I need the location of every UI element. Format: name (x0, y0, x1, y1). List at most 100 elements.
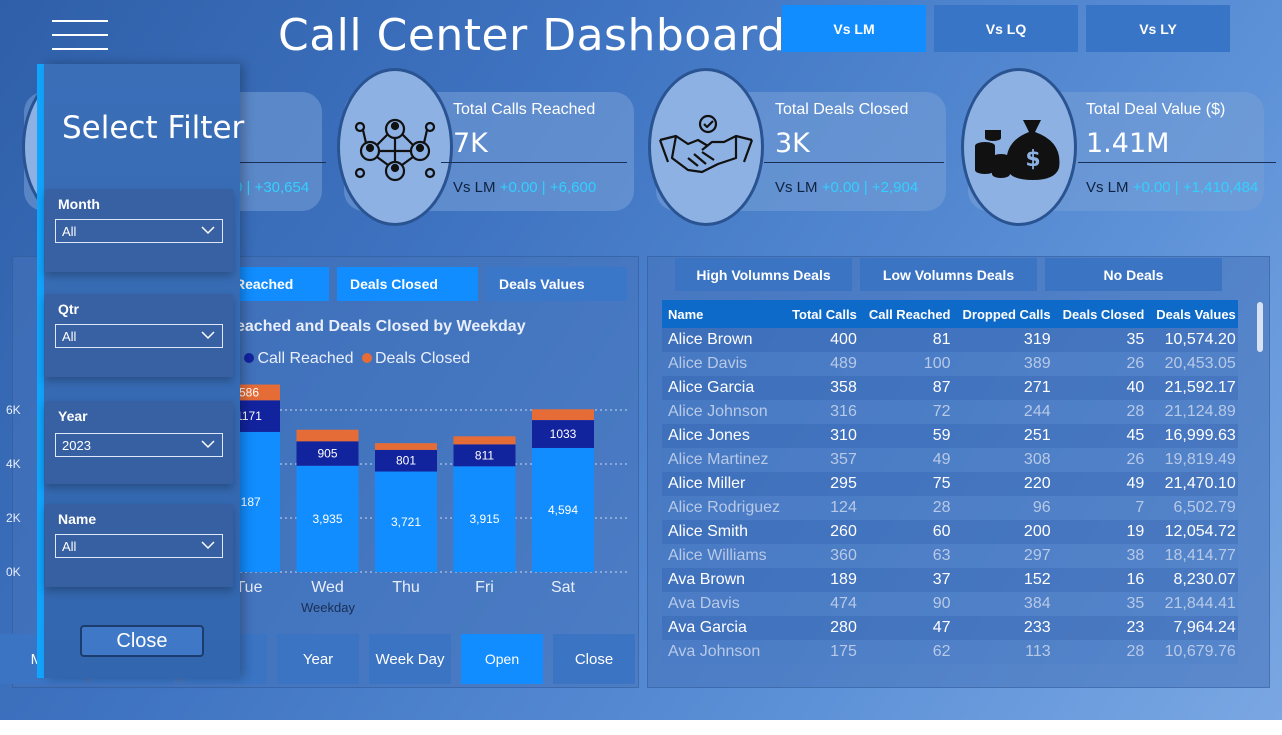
bottom-close-button[interactable]: Close (553, 634, 635, 684)
filter-year-label: Year (58, 408, 88, 424)
table-row[interactable]: Alice Miller 295 75 220 49 21,470.10 (662, 472, 1238, 496)
table-cell: Alice Williams (668, 547, 767, 564)
bottom-year-button[interactable]: Year (277, 634, 359, 684)
bottom-weekday-button[interactable]: Week Day (369, 634, 451, 684)
legend-item-closed: Deals Closed (374, 350, 471, 367)
table-cell: 10,679.76 (1164, 643, 1236, 660)
kpi-compare-calls-reached: Vs LM +0.00 | +6,600 (453, 179, 597, 196)
table-cell: 124 (830, 499, 857, 516)
chart-tab-reached[interactable]: Reached (228, 267, 329, 301)
data-label: 801 (396, 454, 416, 468)
x-tick-label: Thu (392, 579, 420, 596)
chart-tab-deals-values[interactable]: Deals Values (486, 267, 627, 301)
col-header-call-reached[interactable]: Call Reached (862, 300, 957, 328)
bar-total-calls (532, 447, 594, 572)
kpi-value-deals-closed: 3K (775, 128, 810, 159)
table-row[interactable]: Ava Davis 474 90 384 35 21,844.41 (662, 592, 1238, 616)
table-row[interactable]: Ava Garcia 280 47 233 23 7,964.24 (662, 616, 1238, 640)
chart-tab-deals-closed[interactable]: Deals Closed (337, 267, 478, 301)
table-cell: 28 (932, 499, 951, 516)
table-cell: Ava Davis (668, 595, 740, 612)
table-cell: Alice Jones (668, 427, 750, 444)
compare-vs-lm-button[interactable]: Vs LM (782, 5, 926, 52)
table-cell: 319 (1023, 331, 1051, 348)
kpi-divider (1078, 162, 1276, 163)
col-header-deals-values[interactable]: Deals Values (1150, 300, 1238, 328)
chevron-down-icon (201, 226, 215, 235)
table-row[interactable]: Alice Smith 260 60 200 19 12,054.72 (662, 520, 1238, 544)
agent-table: Name Total Calls Call Reached Dropped Ca… (662, 300, 1238, 670)
col-header-deals-closed[interactable]: Deals Closed (1056, 300, 1151, 328)
bar-deals-closed (296, 429, 359, 442)
table-cell: 7 (1135, 499, 1145, 516)
tab-low-volume-deals[interactable]: Low Volumns Deals (860, 258, 1037, 291)
table-cell: 35 (1126, 331, 1145, 348)
table-cell: 26 (1126, 355, 1145, 372)
table-row[interactable]: Alice Garcia 358 87 271 40 21,592.17 (662, 376, 1238, 400)
table-cell: 310 (830, 427, 857, 444)
col-header-total-calls[interactable]: Total Calls (786, 300, 863, 328)
filter-qtr-select[interactable]: All (55, 324, 223, 348)
table-cell: Alice Rodriguez (668, 499, 781, 516)
table-cell: 96 (1032, 499, 1051, 516)
hamburger-menu-icon[interactable] (52, 18, 110, 52)
table-cell: Ava Garcia (668, 619, 747, 636)
table-row[interactable]: Ava Johnson 175 62 113 28 10,679.76 (662, 640, 1238, 664)
table-row[interactable]: Alice Davis 489 100 389 26 20,453.05 (662, 352, 1238, 376)
compare-vs-lq-button[interactable]: Vs LQ (934, 5, 1078, 52)
filter-year: Year 2023 (45, 401, 233, 484)
table-row[interactable]: Alice Rodriguez 124 28 96 7 6,502.79 (662, 496, 1238, 520)
x-tick-label: Tue (236, 579, 263, 596)
table-cell: 19 (1126, 523, 1145, 540)
table-row[interactable]: Alice Williams 360 63 297 38 18,414.77 (662, 544, 1238, 568)
table-row[interactable]: Alice Martinez 357 49 308 26 19,819.49 (662, 448, 1238, 472)
table-cell: 6,502.79 (1173, 499, 1236, 516)
tab-no-deals[interactable]: No Deals (1045, 258, 1222, 291)
bar-deals-closed (375, 443, 437, 450)
col-header-name[interactable]: Name (662, 300, 787, 328)
data-label: 3,935 (312, 512, 342, 526)
table-scrollbar[interactable] (1256, 300, 1264, 670)
data-label: ,187 (237, 495, 261, 509)
table-cell: 360 (830, 547, 857, 564)
table-cell: 175 (830, 643, 857, 660)
table-cell: 63 (932, 547, 951, 564)
bottom-open-button[interactable]: Open (461, 634, 543, 684)
filter-name-select[interactable]: All (55, 534, 223, 558)
y-tick-label: 4K (6, 457, 21, 471)
bar-call-reached (296, 441, 359, 466)
table-cell: 7,964.24 (1173, 619, 1236, 636)
table-cell: 26 (1126, 451, 1145, 468)
table-cell: 72 (932, 403, 951, 420)
filter-month-label: Month (58, 196, 100, 212)
kpi-label-deal-value: Total Deal Value ($) (1086, 101, 1226, 118)
table-cell: 81 (932, 331, 951, 348)
table-row[interactable]: Alice Jones 310 59 251 45 16,999.63 (662, 424, 1238, 448)
table-row[interactable]: Ava Brown 189 37 152 16 8,230.07 (662, 568, 1238, 592)
network-people-icon (337, 68, 453, 226)
x-tick-label: Sat (551, 579, 576, 596)
dashboard-canvas: Call Center Dashboard Vs LM Vs LQ Vs LY … (0, 0, 1282, 720)
col-header-dropped-calls[interactable]: Dropped Calls (956, 300, 1057, 328)
kpi-divider (226, 162, 326, 163)
table-cell: Ava Johnson (668, 643, 761, 660)
table-cell: 40 (1126, 379, 1145, 396)
filter-month-select[interactable]: All (55, 219, 223, 243)
table-scroll-thumb[interactable] (1257, 302, 1263, 352)
table-row[interactable]: Alice Johnson 316 72 244 28 21,124.89 (662, 400, 1238, 424)
table-cell: 28 (1126, 403, 1145, 420)
filter-qtr-label: Qtr (58, 301, 79, 317)
data-label: 586 (239, 385, 259, 399)
table-cell: 308 (1023, 451, 1051, 468)
table-cell: Alice Martinez (668, 451, 769, 468)
filter-close-button[interactable]: Close (80, 625, 204, 657)
bar-call-reached (453, 444, 516, 467)
compare-vs-ly-button[interactable]: Vs LY (1086, 5, 1230, 52)
table-row[interactable]: Alice Brown 400 81 319 35 10,574.20 (662, 328, 1238, 352)
table-cell: 489 (830, 355, 857, 372)
filter-year-select[interactable]: 2023 (55, 433, 223, 457)
table-cell: 21,844.41 (1164, 595, 1236, 612)
table-cell: 28 (1126, 643, 1145, 660)
tab-high-volume-deals[interactable]: High Volumns Deals (675, 258, 852, 291)
kpi-divider (441, 162, 627, 163)
